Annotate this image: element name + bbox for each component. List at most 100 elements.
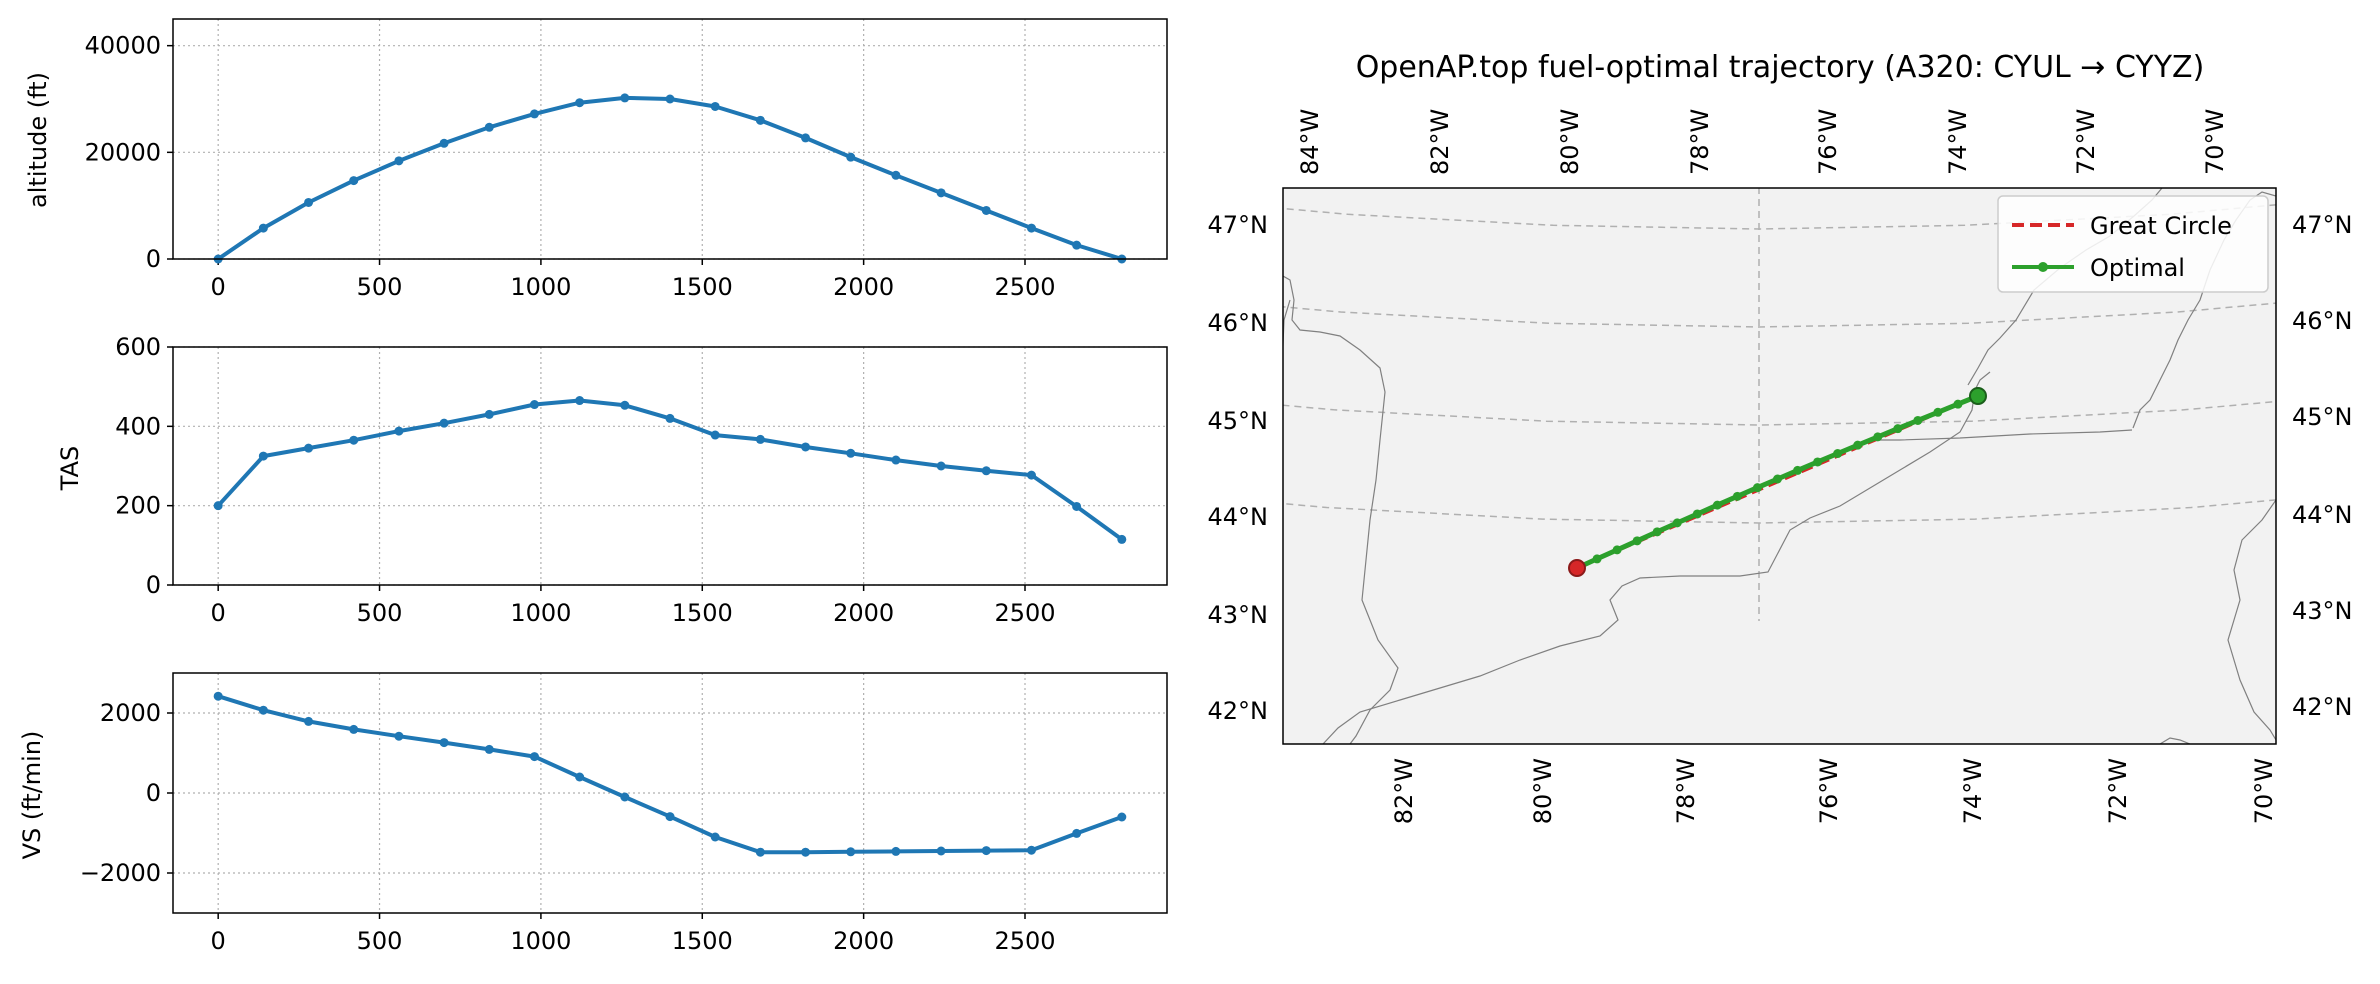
vs-data-point bbox=[620, 792, 630, 802]
optimal-route-point bbox=[1773, 474, 1782, 484]
optimal-route-point bbox=[1732, 491, 1742, 501]
altitude-data-point bbox=[710, 101, 720, 111]
map-frame bbox=[1282, 187, 2277, 745]
vs-data-point bbox=[891, 846, 901, 856]
vs-data-point bbox=[1117, 812, 1127, 822]
vs-data-point bbox=[846, 847, 856, 857]
tas-xtick-label: 2500 bbox=[994, 599, 1055, 627]
optimal-route-point bbox=[1793, 465, 1803, 475]
altitude-xtick-label: 0 bbox=[211, 273, 226, 301]
optimal-route-point bbox=[1752, 483, 1762, 493]
origin-marker bbox=[1969, 387, 1987, 405]
tas-data-point bbox=[620, 400, 630, 410]
lat-left-tick-label: 43°N bbox=[1208, 601, 1269, 629]
altitude-xtick-label: 2500 bbox=[994, 273, 1055, 301]
parallel bbox=[0, 0, 2380, 33]
map-graticule bbox=[0, 0, 2380, 621]
legend-label-1: Optimal bbox=[2090, 254, 2185, 282]
vs-ylabel: VS (ft/min) bbox=[18, 731, 46, 860]
lon-top-tick-label: 70°W bbox=[2201, 109, 2229, 175]
coastline-east-south bbox=[2227, 499, 2276, 741]
altitude-data-point bbox=[439, 138, 449, 148]
vs-data-point bbox=[981, 846, 991, 856]
tas-data-point bbox=[349, 435, 359, 445]
vs-axes-frame bbox=[172, 672, 1168, 914]
tas-data-point bbox=[755, 434, 765, 444]
optimal-route-point bbox=[1853, 440, 1863, 450]
tas-data-point bbox=[529, 400, 539, 410]
vs-ytick-label: −2000 bbox=[80, 859, 161, 887]
coastline-north bbox=[1283, 299, 1291, 359]
altitude-data-point bbox=[529, 109, 539, 119]
tas-panel: TAS 0 500 1000 1500 2000 2500 0 200 400 600 bbox=[56, 333, 1168, 627]
altitude-data-point bbox=[755, 115, 765, 125]
tas-data-point bbox=[1026, 470, 1036, 480]
vs-xtick-label: 500 bbox=[357, 927, 403, 955]
meridian bbox=[883, 0, 981, 558]
tas-data-point bbox=[710, 430, 720, 440]
vs-data-point bbox=[484, 744, 494, 754]
tas-data-point bbox=[439, 418, 449, 428]
vs-data-point bbox=[304, 716, 314, 726]
altitude-panel: altitude (ft) 0 500 1000 1500 2000 2500 0 20000… bbox=[24, 18, 1168, 301]
tas-ytick-label: 600 bbox=[115, 333, 161, 361]
vs-data-point bbox=[529, 752, 539, 762]
altitude-data-point bbox=[394, 156, 404, 166]
lon-top-tick-label: 76°W bbox=[1814, 109, 1842, 175]
vs-data-point bbox=[710, 832, 720, 842]
map-tick-labels: 84°W 82°W 80°W 78°W 76°W 74°W 72°W 70°W 82°W 80°W… bbox=[1208, 109, 2353, 825]
altitude-ylabel: altitude (ft) bbox=[24, 72, 52, 208]
lat-right-tick-label: 47°N bbox=[2292, 211, 2353, 239]
altitude-data-point bbox=[1072, 240, 1082, 250]
altitude-data-point bbox=[936, 188, 946, 198]
vs-data-point bbox=[1026, 845, 1036, 855]
vs-data-point bbox=[575, 772, 585, 782]
vs-data-point bbox=[1072, 828, 1082, 838]
altitude-ytick-label: 20000 bbox=[85, 138, 161, 166]
lon-top-tick-label: 84°W bbox=[1296, 109, 1324, 175]
tas-data-point bbox=[891, 455, 901, 465]
tas-data-point bbox=[575, 396, 585, 406]
legend: Great Circle Optimal bbox=[1997, 195, 2269, 293]
tas-xtick-label: 0 bbox=[211, 599, 226, 627]
altitude-data-point bbox=[349, 176, 359, 186]
altitude-data-point bbox=[258, 223, 268, 233]
lat-left-tick-label: 45°N bbox=[1208, 407, 1269, 435]
tas-data-point bbox=[1117, 534, 1127, 544]
vs-ytick-label: 0 bbox=[146, 779, 161, 807]
vs-data-point bbox=[755, 847, 765, 857]
vs-xtick-label: 2500 bbox=[994, 927, 1055, 955]
legend-marker-1 bbox=[2038, 262, 2048, 272]
altitude-data-point bbox=[801, 133, 811, 143]
lon-top-tick-label: 74°W bbox=[1944, 109, 1972, 175]
tas-data-point bbox=[1072, 501, 1082, 511]
optimal-route bbox=[1568, 387, 1987, 577]
vs-data-point bbox=[349, 724, 359, 734]
map-title: OpenAP.top fuel-optimal trajectory (A320… bbox=[1356, 50, 2205, 85]
tas-ytick-label: 400 bbox=[115, 412, 161, 440]
lon-bottom-tick-label: 76°W bbox=[1815, 758, 1843, 824]
lat-left-tick-label: 46°N bbox=[1208, 309, 1269, 337]
tas-data-point bbox=[394, 426, 404, 436]
vs-data-point bbox=[394, 731, 404, 741]
optimal-route-point bbox=[1893, 424, 1903, 434]
tas-xtick-label: 1000 bbox=[510, 599, 571, 627]
altitude-xtick-label: 1500 bbox=[672, 273, 733, 301]
altitude-xtick-label: 2000 bbox=[833, 273, 894, 301]
optimal-route-point bbox=[1833, 449, 1843, 459]
parallel bbox=[1283, 400, 2276, 426]
tas-data-point bbox=[665, 413, 675, 423]
altitude-xtick-label: 500 bbox=[357, 273, 403, 301]
vs-data-point bbox=[213, 691, 223, 701]
tas-ylabel: TAS bbox=[56, 446, 84, 491]
optimal-route-point bbox=[1692, 509, 1702, 519]
altitude-data-point bbox=[575, 98, 585, 108]
altitude-data-point bbox=[484, 122, 494, 132]
lat-right-tick-label: 42°N bbox=[2292, 693, 2353, 721]
lon-top-tick-label: 72°W bbox=[2072, 109, 2100, 175]
lon-top-tick-label: 78°W bbox=[1686, 109, 1714, 175]
tas-data-point bbox=[258, 451, 268, 461]
tas-data-point bbox=[846, 448, 856, 458]
optimal-route-point bbox=[1913, 415, 1923, 425]
tas-axes-frame bbox=[172, 346, 1168, 586]
